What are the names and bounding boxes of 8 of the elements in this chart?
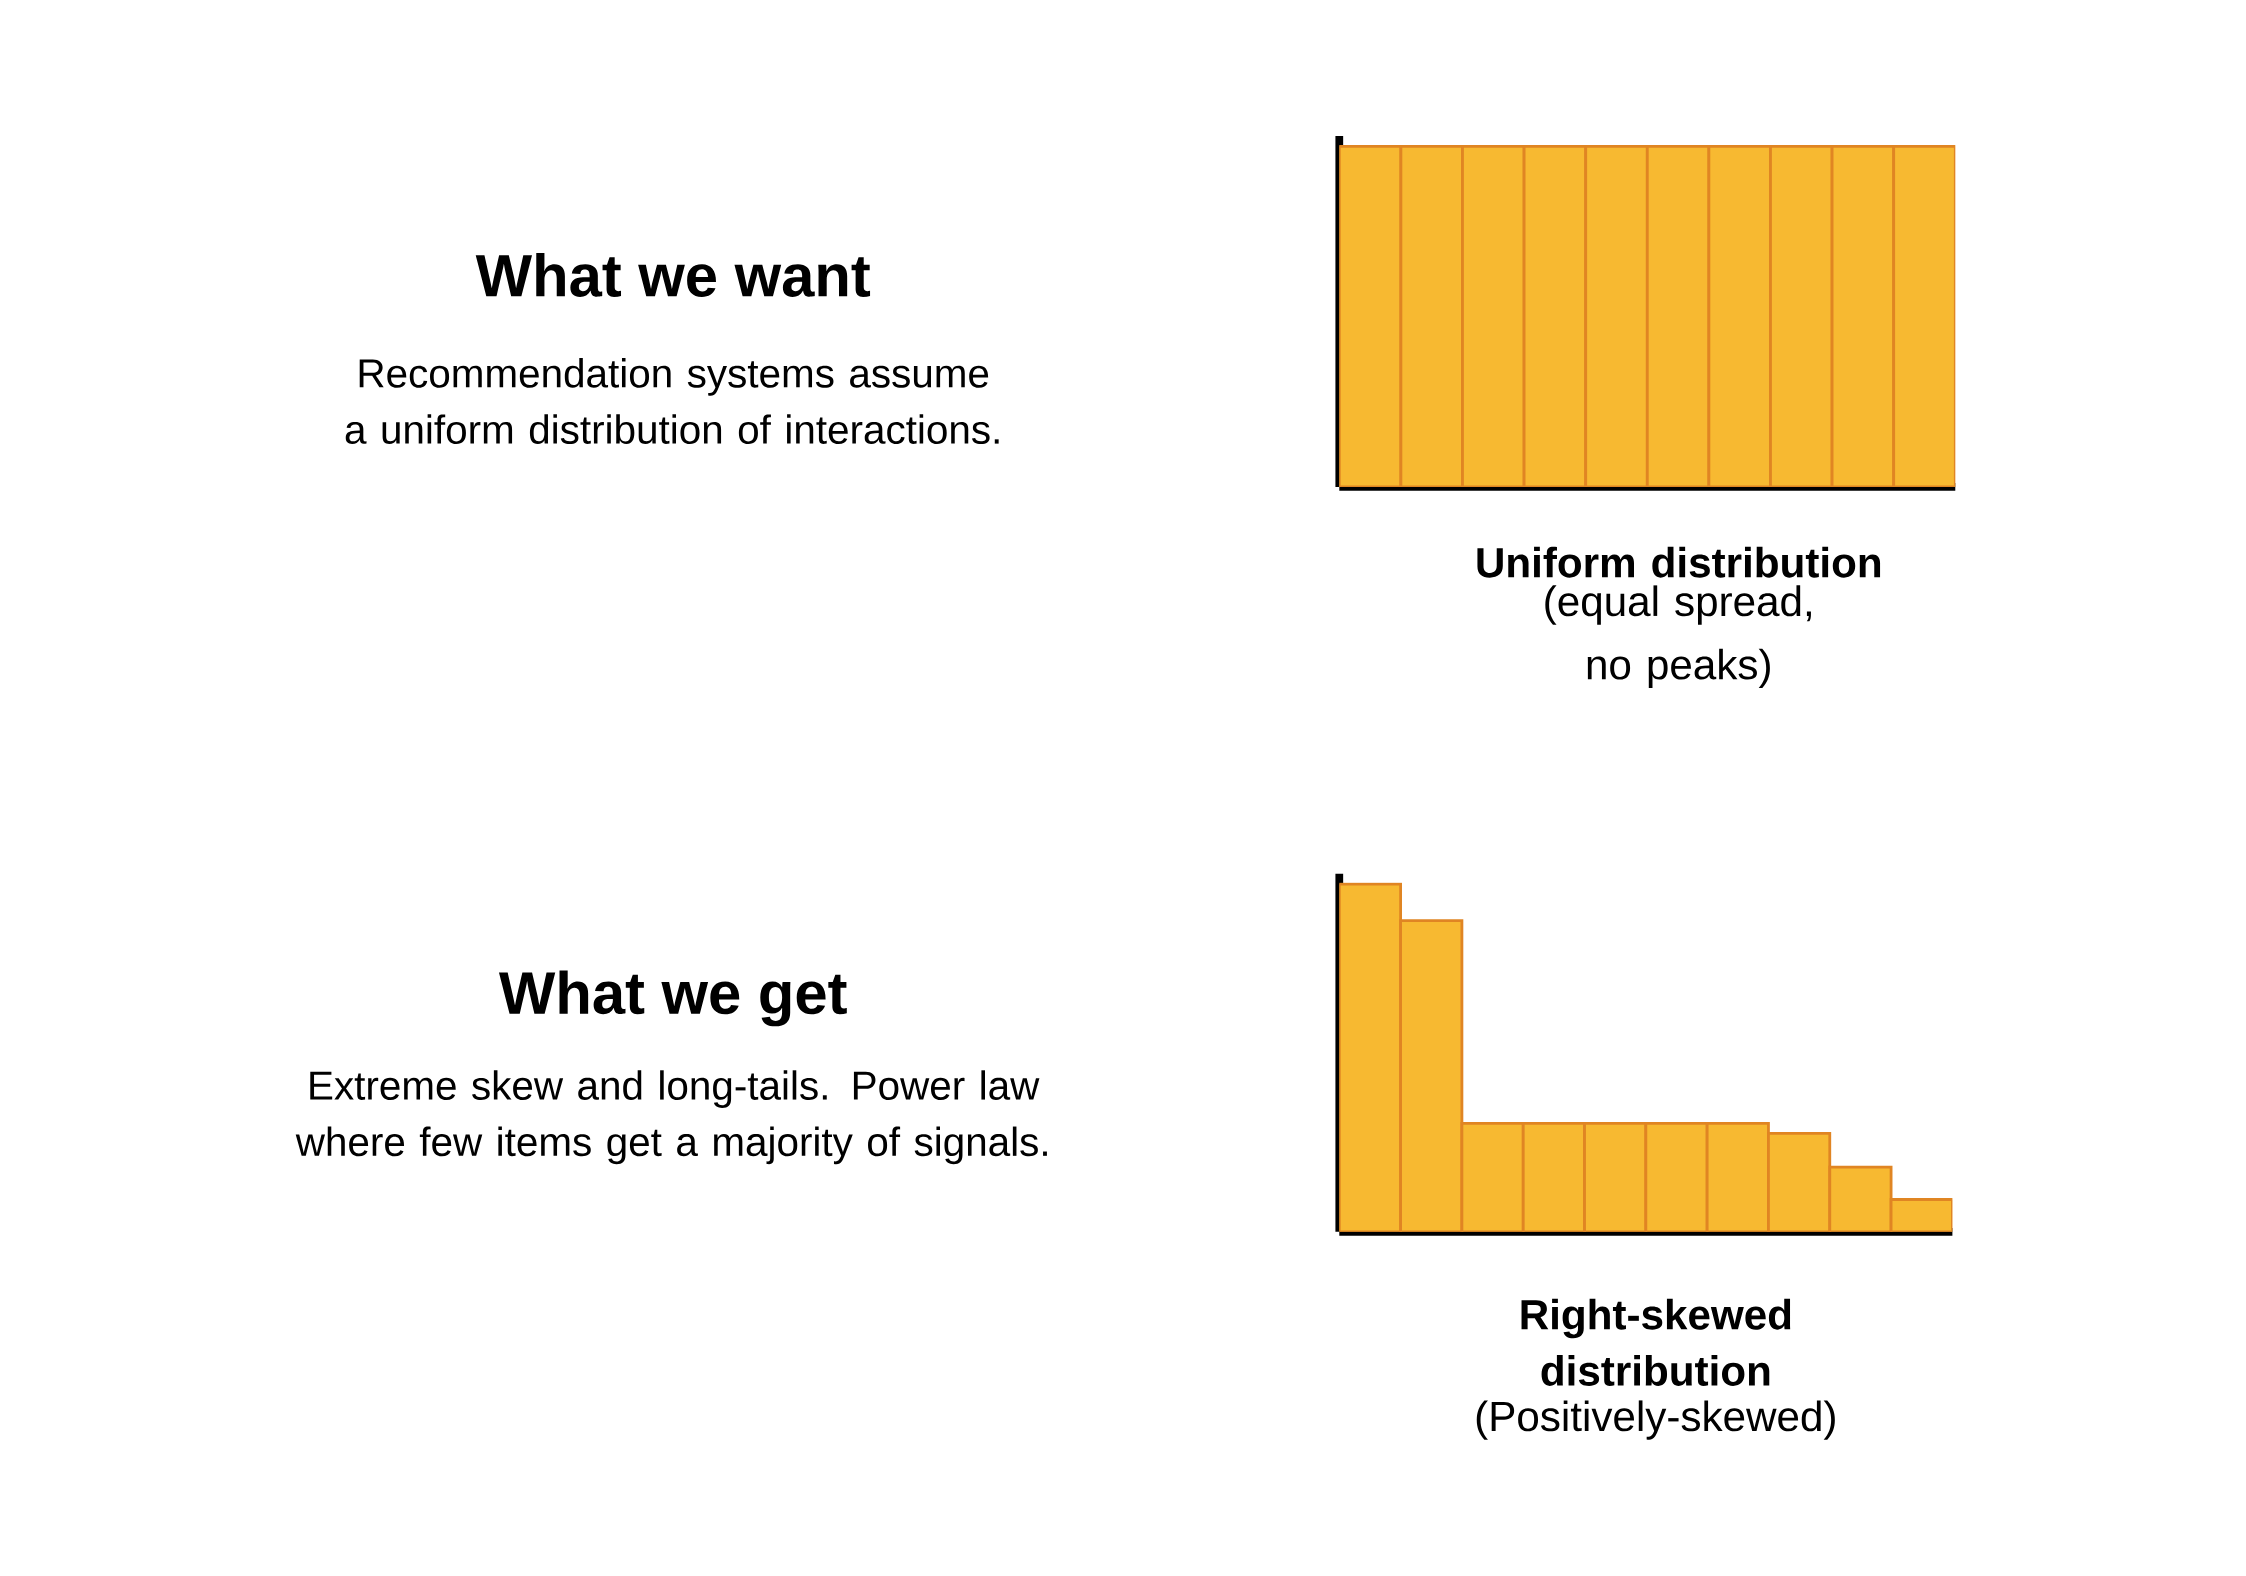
text: (equal spread, no peaks)	[1545, 585, 1811, 689]
text: What we want	[475, 253, 871, 298]
text: Extreme skew and long-tails. Power law where few items get a majority of signals.	[295, 1070, 1047, 1165]
text: (Positively-skewed)	[1476, 1400, 1835, 1440]
x-axis-title: Right-skewed distribution	[1521, 1298, 1791, 1387]
text: What we get	[498, 970, 847, 1027]
text: Recommendation systems assume a uniform distribution of interactions.	[345, 358, 999, 445]
x-axis-title: Uniform distribution	[1477, 546, 1881, 578]
